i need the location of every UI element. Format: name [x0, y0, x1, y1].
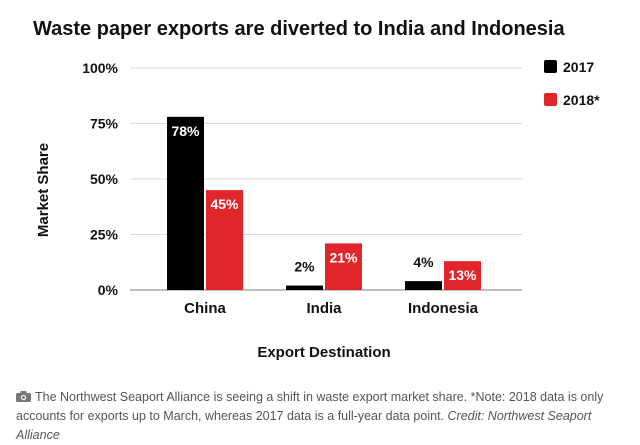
- bar-india-2018: [325, 243, 362, 290]
- bar-india-2017: [286, 285, 323, 290]
- y-tick-label: 100%: [82, 60, 118, 76]
- chart-title: Waste paper exports are diverted to Indi…: [33, 18, 565, 40]
- category-labels: China India Indonesia: [184, 300, 478, 317]
- category-label: China: [184, 300, 226, 317]
- y-tick-label: 0%: [98, 282, 119, 298]
- data-label: 13%: [448, 267, 477, 283]
- y-tick-label: 75%: [90, 116, 119, 132]
- bar-indonesia-2017: [405, 281, 442, 290]
- data-label: 78%: [171, 123, 200, 139]
- legend-label: 2018*: [563, 92, 600, 108]
- bar-china-2017: [167, 116, 204, 290]
- category-label: Indonesia: [408, 300, 479, 317]
- x-axis-title: Export Destination: [257, 344, 390, 361]
- data-label: 2%: [294, 259, 315, 275]
- data-label: 45%: [210, 196, 239, 212]
- legend: 2017 2018*: [544, 59, 600, 108]
- y-axis-title: Market Share: [35, 143, 52, 237]
- y-tick-label: 50%: [90, 171, 119, 187]
- camera-icon: [16, 391, 31, 402]
- y-tick-label: 25%: [90, 227, 119, 243]
- bar-chart: 0% 25% 50% 75% 100% 78% 2% 4% 45% 21% 13% China In…: [35, 59, 600, 361]
- legend-label: 2017: [563, 59, 594, 75]
- y-tick-labels: 0% 25% 50% 75% 100%: [82, 60, 118, 298]
- legend-swatch: [544, 60, 557, 73]
- data-label: 21%: [329, 249, 358, 265]
- bars: [167, 116, 481, 290]
- photo-caption: The Northwest Seaport Alliance is seeing…: [16, 388, 628, 445]
- bar-indonesia-2018: [444, 261, 481, 290]
- legend-swatch: [544, 93, 557, 106]
- caption-text: The Northwest Seaport Alliance is seeing…: [16, 390, 604, 423]
- data-label: 4%: [413, 254, 434, 270]
- data-labels: 78% 2% 4% 45% 21% 13%: [171, 123, 477, 283]
- category-label: India: [306, 300, 342, 317]
- bar-china-2018: [206, 190, 243, 290]
